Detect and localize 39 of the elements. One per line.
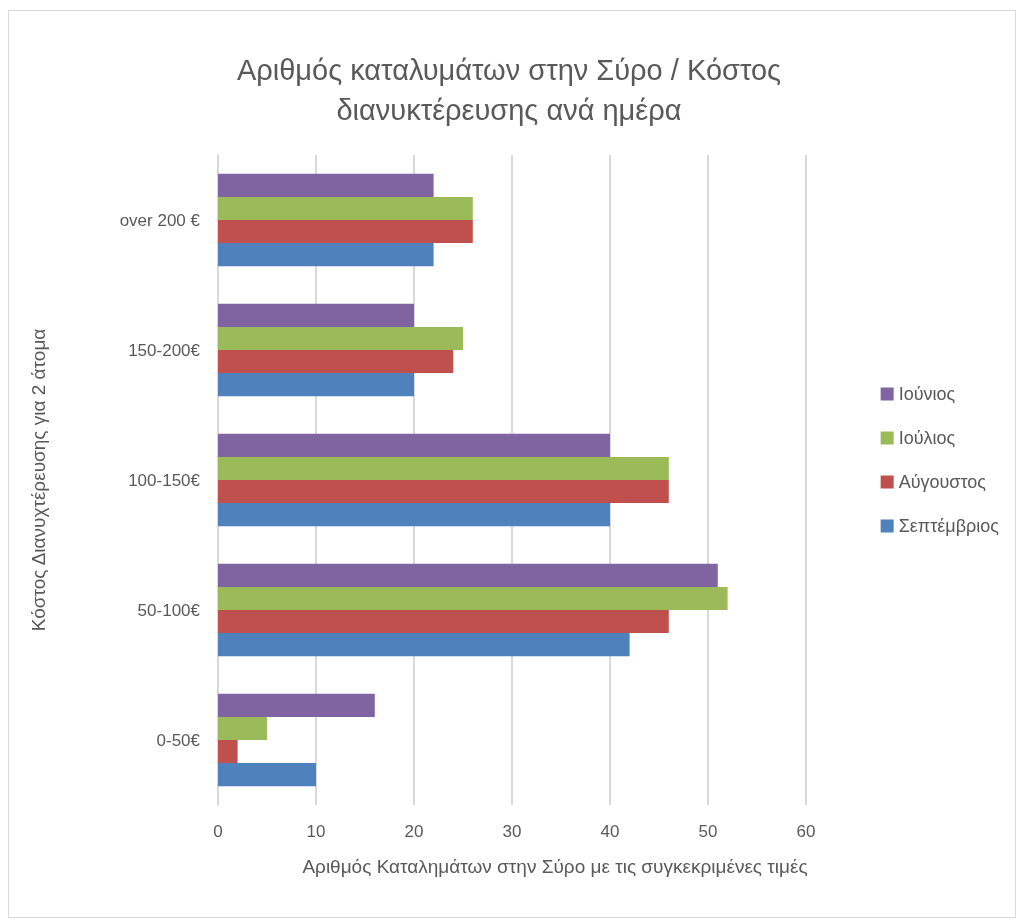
y-tick-label: 0-50€ bbox=[156, 730, 201, 750]
bar bbox=[218, 326, 463, 350]
bar bbox=[218, 763, 316, 787]
bar bbox=[218, 610, 669, 634]
x-tick-label: 30 bbox=[502, 822, 522, 841]
x-tick-label: 10 bbox=[306, 822, 326, 841]
y-tick-label: 150-200€ bbox=[128, 340, 201, 360]
x-tick-label: 50 bbox=[698, 822, 718, 841]
bar bbox=[218, 693, 375, 717]
bar bbox=[218, 503, 610, 527]
bar bbox=[218, 740, 238, 764]
legend-label: Σεπτέμβριος bbox=[898, 516, 1000, 536]
bar bbox=[218, 563, 718, 587]
x-tick-label: 20 bbox=[404, 822, 424, 841]
bar bbox=[218, 350, 454, 374]
bar bbox=[218, 373, 414, 397]
y-axis-title: Κόστος Διανυχτέρευσης για 2 άτομα bbox=[28, 328, 49, 632]
bar bbox=[218, 196, 473, 220]
legend-label: Ιούνιος bbox=[898, 384, 956, 404]
bar bbox=[218, 586, 728, 610]
bar bbox=[218, 433, 610, 457]
chart-title: Αριθμός καταλυμάτων στην Σύρο / Κόστος διανυκτέρευσης ανά ημέρα bbox=[236, 54, 782, 126]
bar bbox=[218, 480, 669, 504]
x-axis-title: Αριθμός Καταλημάτων στην Σύρο με τις συγκεκριμένες τιμές bbox=[302, 856, 808, 877]
bar bbox=[218, 633, 630, 657]
bar bbox=[218, 173, 434, 197]
x-tick-label: 40 bbox=[600, 822, 620, 841]
y-tick-label: 50-100€ bbox=[137, 600, 201, 620]
legend-label: Αύγουστος bbox=[898, 472, 987, 492]
y-tick-label: over 200 € bbox=[119, 210, 201, 230]
legend-label: Ιούλιος bbox=[898, 428, 956, 448]
bar bbox=[218, 303, 414, 327]
bar bbox=[218, 456, 669, 480]
x-tick-label: 60 bbox=[796, 822, 816, 841]
bar bbox=[218, 243, 434, 267]
y-tick-label: 100-150€ bbox=[128, 470, 201, 490]
bar bbox=[218, 220, 473, 244]
x-tick-label: 0 bbox=[213, 822, 223, 841]
bar bbox=[218, 716, 267, 740]
